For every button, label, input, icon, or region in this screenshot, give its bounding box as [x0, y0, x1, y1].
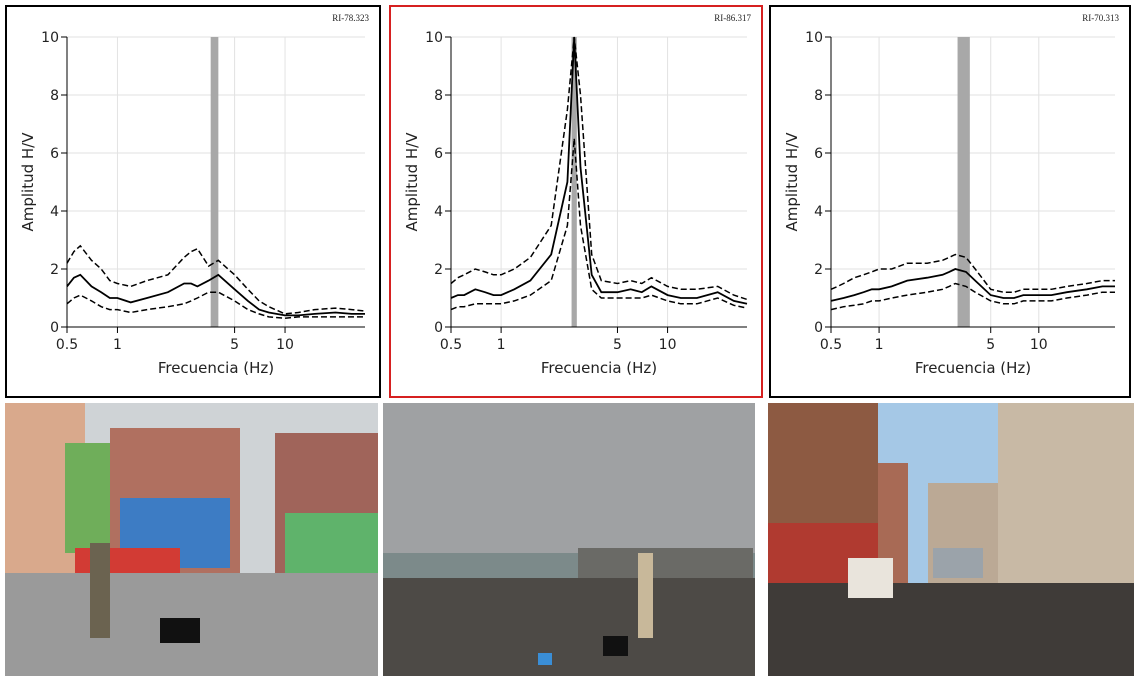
y-tick-label: 2	[50, 262, 59, 278]
plot-area	[831, 37, 1115, 327]
hv-curve	[830, 268, 1115, 302]
y-tick-label: 4	[814, 204, 823, 220]
y-tick-label: 10	[805, 30, 823, 46]
x-tick-label: 1	[497, 337, 506, 353]
hv-curve	[830, 282, 1115, 311]
x-axis-label: Frecuencia (Hz)	[541, 359, 657, 377]
hv-curve	[450, 36, 748, 301]
x-tick-label: 5	[613, 337, 622, 353]
y-tick-label: 4	[50, 204, 59, 220]
x-tick-label: 10	[659, 337, 677, 353]
y-tick-label: 10	[425, 30, 443, 46]
y-tick-label: 8	[434, 88, 443, 104]
x-tick-label: 5	[230, 337, 239, 353]
x-tick-label: 10	[276, 337, 294, 353]
hv-curve	[450, 36, 748, 305]
y-axis-label: Amplitud H/V	[19, 132, 37, 232]
chart: 0 2 4 6 8 10 0.5 1 5 10 RI-86.317 Frecuencia (Hz) Am…	[403, 13, 751, 377]
x-tick-label: 0.5	[56, 337, 78, 353]
hv-curve	[66, 273, 365, 317]
peak-band	[571, 37, 577, 327]
annotation: RI-86.317	[714, 13, 751, 23]
x-tick-label: 1	[875, 337, 884, 353]
peak-band	[957, 37, 970, 327]
y-tick-label: 2	[434, 262, 443, 278]
y-tick-label: 4	[434, 204, 443, 220]
x-axis-label: Frecuencia (Hz)	[915, 359, 1031, 377]
chart: 0 2 4 6 8 10 0.5 1 5 10 RI-78.323 Frecuencia (Hz) Am…	[19, 13, 369, 377]
hv-curve	[830, 253, 1115, 293]
plot-area	[451, 37, 747, 327]
y-tick-label: 0	[814, 320, 823, 336]
y-axis-label: Amplitud H/V	[403, 132, 421, 232]
y-axis-label: Amplitud H/V	[783, 132, 801, 232]
y-tick-label: 2	[814, 262, 823, 278]
chart-panel: 0 2 4 6 8 10 0.5 1 5 10 RI-86.317 Frecuencia (Hz) Am…	[389, 5, 763, 398]
y-tick-label: 0	[434, 320, 443, 336]
y-tick-label: 10	[41, 30, 59, 46]
y-tick-label: 8	[814, 88, 823, 104]
x-tick-label: 0.5	[820, 337, 842, 353]
y-tick-label: 6	[814, 146, 823, 162]
chart: 0 2 4 6 8 10 0.5 1 5 10 RI-70.313 Frecuencia (Hz) Am…	[783, 13, 1119, 377]
x-tick-label: 5	[986, 337, 995, 353]
y-tick-label: 6	[50, 146, 59, 162]
y-tick-label: 6	[434, 146, 443, 162]
chart-panel: 0 2 4 6 8 10 0.5 1 5 10 RI-78.323 Frecuencia (Hz) Am…	[5, 5, 381, 398]
x-axis-label: Frecuencia (Hz)	[158, 359, 274, 377]
hv-curve	[66, 244, 366, 315]
y-tick-label: 8	[50, 88, 59, 104]
x-tick-label: 10	[1030, 337, 1048, 353]
photo-street	[5, 403, 378, 676]
y-tick-label: 0	[50, 320, 59, 336]
annotation: RI-70.313	[1082, 13, 1119, 23]
x-tick-label: 1	[113, 337, 122, 353]
peak-band	[210, 37, 219, 327]
photo-field	[383, 403, 755, 676]
x-tick-label: 0.5	[440, 337, 462, 353]
hv-curve	[450, 138, 748, 311]
photo-alley	[768, 403, 1134, 676]
chart-panel: 0 2 4 6 8 10 0.5 1 5 10 RI-70.313 Frecuencia (Hz) Am…	[769, 5, 1131, 398]
annotation: RI-78.323	[332, 13, 369, 23]
hv-curve	[66, 291, 365, 320]
